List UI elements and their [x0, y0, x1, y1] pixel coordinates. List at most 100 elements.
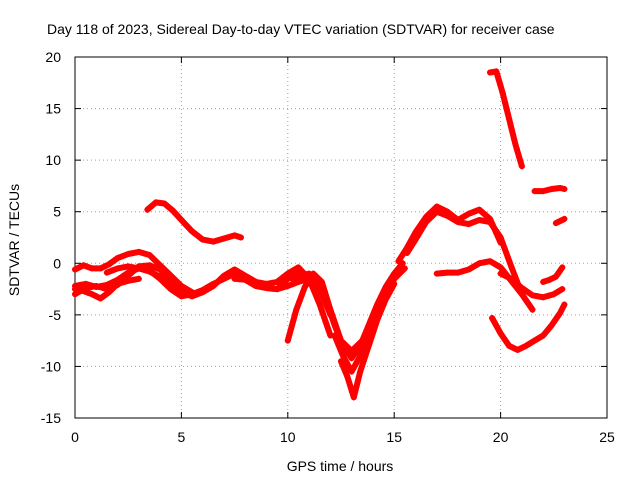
data-point-marker: [125, 263, 132, 270]
data-point-marker: [357, 368, 364, 375]
data-point-marker: [301, 284, 308, 290]
data-point-marker: [284, 283, 291, 289]
data-point-marker: [157, 262, 164, 269]
y-tick-label: 20: [45, 49, 61, 65]
data-point-marker: [306, 270, 313, 277]
data-point-marker: [479, 209, 486, 216]
data-point-marker: [247, 279, 254, 286]
data-point-marker: [433, 270, 440, 277]
data-point-marker: [557, 309, 564, 316]
data-point-marker: [543, 329, 549, 335]
data-point-marker: [89, 291, 95, 298]
data-point-marker: [370, 320, 377, 327]
data-point-marker: [167, 272, 174, 279]
data-point-marker: [110, 285, 117, 291]
data-point-marker: [300, 288, 307, 295]
data-point-marker: [471, 219, 477, 225]
data-point-marker: [417, 227, 424, 234]
data-point-marker: [374, 311, 381, 318]
data-point-marker: [460, 220, 467, 227]
data-point-marker: [328, 312, 335, 319]
data-point-marker: [148, 203, 155, 209]
data-point-marker: [153, 258, 160, 265]
data-point-marker: [503, 338, 510, 345]
data-point-marker: [357, 353, 364, 360]
data-point-marker: [76, 264, 83, 271]
data-point-marker: [331, 332, 338, 339]
data-point-marker: [433, 203, 440, 210]
data-point-marker: [72, 286, 78, 293]
data-point-marker: [84, 289, 91, 296]
data-point-marker: [98, 283, 105, 289]
data-point-marker: [109, 267, 116, 274]
data-point-marker: [323, 297, 330, 304]
data-point-marker: [412, 236, 419, 243]
data-point-marker: [88, 282, 94, 289]
data-point-marker: [84, 263, 91, 270]
data-point-marker: [322, 319, 329, 326]
data-point-marker: [325, 328, 332, 335]
data-point-marker: [363, 339, 370, 346]
data-point-marker: [121, 272, 128, 278]
data-point-marker: [290, 317, 297, 323]
data-point-marker: [189, 228, 195, 235]
data-point-marker: [343, 346, 349, 353]
data-point-marker: [101, 292, 108, 299]
data-point-marker: [498, 85, 505, 92]
data-point-marker: [378, 301, 385, 308]
data-point-marker: [114, 280, 121, 287]
data-point-marker: [559, 305, 566, 312]
data-point-marker: [557, 185, 564, 191]
data-point-marker: [252, 283, 259, 289]
series-arc-18: [531, 185, 568, 195]
data-point-marker: [268, 279, 275, 286]
data-point-marker: [515, 150, 521, 157]
data-point-marker: [551, 318, 558, 324]
series-arc-5: [103, 263, 196, 299]
data-point-marker: [523, 342, 530, 349]
data-point-marker: [382, 291, 389, 298]
data-point-marker: [174, 279, 181, 286]
data-point-marker: [444, 212, 451, 219]
series-arc-17: [489, 301, 568, 353]
data-point-marker: [93, 284, 100, 290]
data-point-marker: [347, 384, 354, 391]
data-point-marker: [369, 325, 376, 332]
data-point-marker: [146, 262, 153, 269]
data-point-marker: [340, 363, 347, 370]
data-point-marker: [165, 204, 172, 211]
data-point-marker: [524, 299, 531, 305]
data-point-marker: [231, 232, 238, 239]
data-point-marker: [144, 206, 151, 213]
data-point-marker: [401, 265, 408, 272]
data-point-marker: [150, 255, 156, 262]
data-point-marker: [483, 212, 490, 219]
data-point-marker: [103, 281, 110, 288]
data-point-marker: [242, 276, 249, 283]
data-point-marker: [471, 208, 477, 215]
data-point-marker: [146, 268, 153, 275]
data-point-marker: [161, 200, 168, 207]
data-point-marker: [489, 315, 496, 321]
data-point-marker: [361, 343, 368, 350]
data-point-marker: [352, 389, 358, 396]
data-point-marker: [546, 276, 553, 283]
data-point-marker: [82, 280, 89, 287]
data-point-marker: [146, 252, 153, 258]
data-point-marker: [476, 217, 483, 223]
data-point-marker: [77, 281, 84, 288]
data-point-marker: [529, 292, 536, 299]
data-point-marker: [508, 275, 515, 282]
data-point-marker: [430, 212, 437, 219]
data-point-marker: [345, 351, 352, 358]
data-point-marker: [141, 250, 148, 257]
series-arc-7: [231, 275, 313, 293]
data-point-marker: [164, 278, 171, 285]
data-point-marker: [426, 215, 433, 222]
data-point-marker: [499, 90, 506, 97]
x-axis-label: GPS time / hours: [287, 458, 394, 474]
data-point-marker: [409, 241, 416, 247]
data-point-marker: [509, 131, 516, 138]
data-point-marker: [423, 219, 430, 225]
